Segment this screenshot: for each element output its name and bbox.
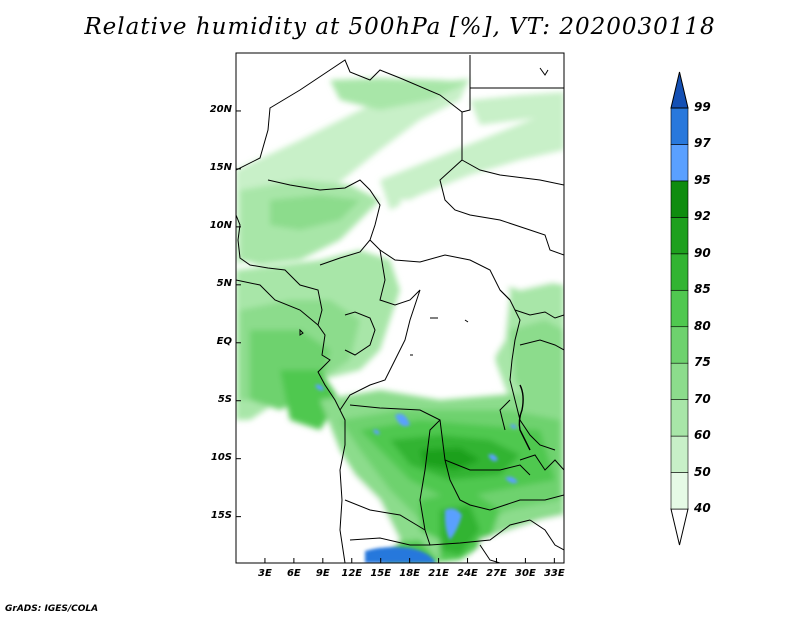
country-borders xyxy=(236,55,564,563)
map-border xyxy=(235,52,565,564)
colorbar-label: 99 xyxy=(694,100,711,114)
lat-tick-label: 15N xyxy=(209,161,232,173)
lon-tick-label: 9E xyxy=(315,568,330,579)
lat-tick-label: EQ xyxy=(216,335,232,347)
lon-tick-label: 18E xyxy=(399,568,421,579)
lat-tick-label: 15S xyxy=(210,509,232,521)
colorbar-upper-triangle xyxy=(670,71,689,109)
colorbar-segment xyxy=(670,144,689,182)
lat-tick-label: 5N xyxy=(216,277,232,289)
colorbar-label: 90 xyxy=(694,245,711,260)
lon-tick-label: 21E xyxy=(428,568,449,579)
colorbar-segment xyxy=(670,180,689,218)
colorbar-segment xyxy=(670,435,689,473)
colorbar-label: 80 xyxy=(694,318,711,333)
colorbar-label: 92 xyxy=(694,209,711,224)
lon-tick-label: 15E xyxy=(370,568,392,579)
humidity-field xyxy=(236,53,564,563)
lat-tick-label: 10N xyxy=(209,219,232,231)
longitude-ticks xyxy=(264,558,555,563)
lat-tick-label: 10S xyxy=(210,451,232,463)
lon-tick-label: 6E xyxy=(286,568,301,579)
colorbar-label: 85 xyxy=(694,282,711,297)
colorbar-label: 95 xyxy=(694,172,711,187)
lon-tick-label: 12E xyxy=(341,568,363,579)
colorbar-segment xyxy=(670,217,689,255)
colorbar xyxy=(670,71,689,546)
colorbar-label: 75 xyxy=(694,355,711,370)
colorbar-label: 50 xyxy=(694,464,711,479)
colorbar-lower-triangle xyxy=(670,508,689,546)
chart-title: Relative humidity at 500hPa [%], VT: 202… xyxy=(84,14,716,40)
colorbar-segment xyxy=(670,253,689,291)
lat-tick-label: 5S xyxy=(217,393,232,405)
lon-tick-label: 3E xyxy=(258,568,272,579)
colorbar-segment xyxy=(670,326,689,364)
colorbar-label: 97 xyxy=(694,136,711,151)
colorbar-label: 40 xyxy=(694,501,711,515)
lon-tick-label: 27E xyxy=(486,568,507,579)
lon-tick-label: 33E xyxy=(543,568,565,579)
colorbar-segment xyxy=(670,289,689,328)
lon-tick-label: 30E xyxy=(515,568,536,579)
colorbar-segment xyxy=(670,362,689,400)
colorbar-label: 70 xyxy=(694,391,711,406)
colorbar-segment xyxy=(670,107,689,145)
lat-tick-label: 20N xyxy=(209,103,232,115)
footer-credit: GrADS: IGES/COLA xyxy=(5,604,99,614)
lon-tick-label: 24E xyxy=(457,568,478,579)
colorbar-label: 60 xyxy=(694,428,711,443)
latitude-ticks xyxy=(236,110,241,518)
colorbar-segment xyxy=(670,472,689,510)
colorbar-segment xyxy=(670,399,689,437)
